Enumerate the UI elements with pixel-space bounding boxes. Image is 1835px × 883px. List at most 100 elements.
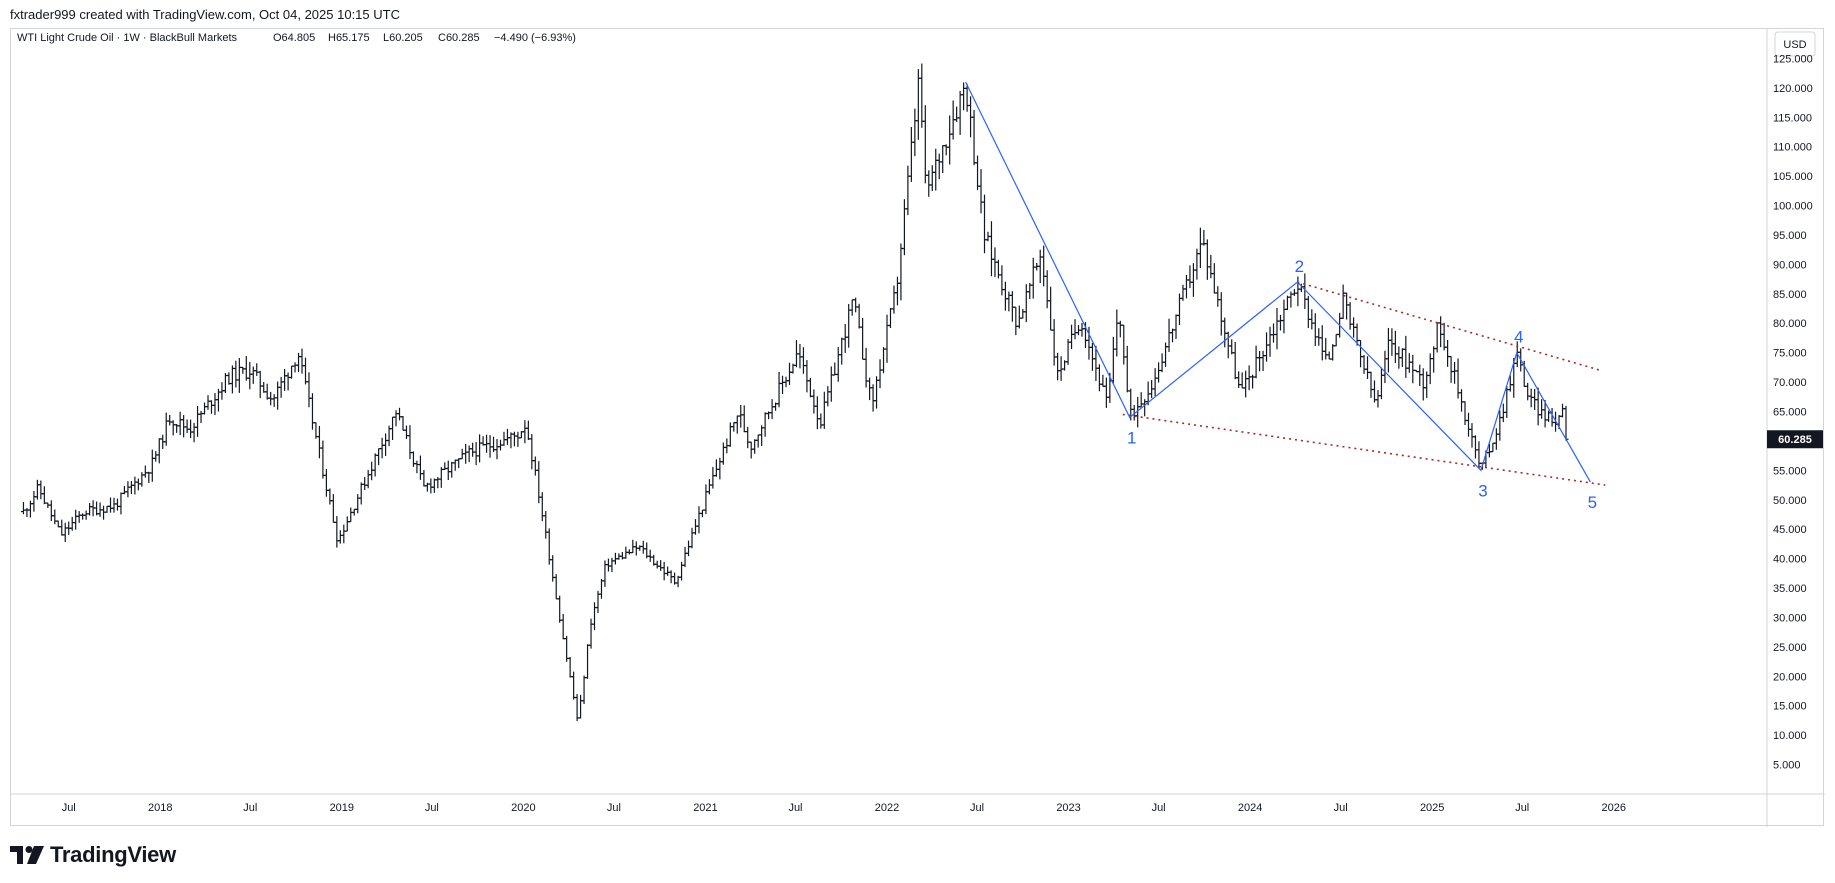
ohlc-bar — [494, 439, 500, 460]
ohlc-bar — [1490, 442, 1496, 453]
ohlc-bar — [285, 372, 291, 391]
ohlc-bar — [1260, 350, 1266, 372]
ohlc-bar — [428, 478, 434, 494]
ohlc-bar — [1041, 245, 1047, 287]
ohlc-bar — [41, 486, 47, 505]
ohlc-bar — [355, 494, 361, 514]
ohlc-bar — [282, 369, 288, 391]
ohlc-bar — [1410, 354, 1416, 384]
ohlc-bar — [445, 460, 451, 481]
ohlc-bar — [1434, 322, 1440, 353]
price-tick-label: 25.000 — [1773, 642, 1807, 654]
ohlc-bar — [1236, 371, 1242, 389]
legend-symbol[interactable]: WTI Light Crude Oil · 1W · BlackBull Mar… — [17, 32, 238, 44]
ohlc-bar — [1403, 335, 1409, 378]
ohlc-bar — [626, 549, 632, 555]
time-tick-label: 2018 — [148, 802, 172, 814]
ohlc-bar — [372, 453, 378, 477]
time-tick-label: 2021 — [693, 802, 717, 814]
ohlc-bar — [240, 366, 246, 374]
ohlc-bar — [24, 507, 30, 517]
ohlc-bar — [874, 376, 880, 409]
ohlc-bar — [908, 126, 914, 182]
ohlc-bar — [553, 574, 559, 600]
ohlc-bar — [438, 467, 444, 488]
ohlc-bar — [905, 165, 911, 216]
ohlc-bar — [477, 434, 483, 463]
ohlc-bar — [132, 476, 138, 495]
chart-frame: WTI Light Crude Oil · 1W · BlackBull Mar… — [10, 28, 1825, 827]
ohlc-bar — [456, 458, 462, 469]
currency-button[interactable] — [1774, 31, 1816, 57]
ohlc-bar — [73, 509, 79, 530]
ohlc-bar — [466, 445, 472, 463]
ohlc-bar — [525, 420, 531, 441]
ohlc-bar — [128, 480, 134, 494]
ohlc-bar — [125, 481, 131, 498]
ohlc-bar — [745, 426, 751, 449]
ohlc-bar — [574, 693, 580, 722]
ohlc-bar — [303, 357, 309, 385]
ohlc-bar — [731, 422, 737, 432]
ohlc-bar — [884, 314, 890, 363]
ohlc-bar — [814, 396, 820, 430]
ohlc-bar — [713, 459, 719, 477]
ohlc-bar — [1274, 307, 1280, 350]
ohlc-bar — [1347, 302, 1353, 330]
ohlc-bar — [184, 419, 190, 434]
ohlc-bar — [529, 434, 535, 470]
time-tick-label: 2020 — [511, 802, 535, 814]
time-tick-label: Jul — [970, 802, 984, 814]
ohlc-bar — [139, 472, 145, 487]
ohlc-bar — [52, 509, 58, 525]
ohlc-bar — [1323, 337, 1329, 360]
ohlc-bar — [410, 451, 416, 467]
ohlc-bar — [202, 402, 208, 415]
time-axis[interactable]: Jul 2018 Jul 2019 Jul 2020 Jul 2021 Jul 2022 Jul 20… — [11, 793, 1825, 814]
price-tick-label: 65.000 — [1773, 407, 1807, 419]
ohlc-bar — [585, 644, 591, 679]
ohlc-bar — [741, 405, 747, 433]
ohlc-bar — [1399, 348, 1405, 367]
ohlc-bar — [1173, 314, 1179, 339]
ohlc-bar — [658, 560, 664, 571]
tradingview-logo[interactable]: TradingView — [10, 842, 176, 868]
price-tick-label: 110.000 — [1773, 142, 1812, 154]
ohlc-bar — [1030, 257, 1036, 299]
ohlc-bar — [988, 221, 994, 277]
ohlc-bar — [1170, 328, 1176, 343]
price-axis[interactable]: USD 5.000 10.000 15.000 20.000 25.000 30.000 3… — [1766, 29, 1816, 827]
wave-label-1: 1 — [1127, 428, 1136, 447]
ohlc-bar — [62, 522, 68, 543]
price-tick-label: 35.000 — [1773, 583, 1807, 595]
ohlc-bar — [800, 347, 806, 374]
chart-credit: fxtrader999 created with TradingView.com… — [10, 7, 400, 22]
ohlc-bar — [1368, 371, 1374, 398]
currency-label[interactable]: USD — [1783, 39, 1806, 51]
ohlc-bar — [1138, 392, 1144, 408]
ohlc-bar — [901, 199, 907, 256]
ohlc-bar — [376, 447, 382, 466]
ohlc-bar — [1392, 330, 1398, 363]
ohlc-bar — [1055, 352, 1061, 381]
ohlc-bar — [226, 372, 232, 385]
ohlc-bar — [508, 432, 514, 449]
ohlc-bar — [292, 362, 298, 373]
ohlc-bar — [299, 348, 305, 374]
ohlc-bar — [832, 362, 838, 376]
legend-change: −4.490 (−6.93%) — [494, 32, 576, 44]
ohlc-bar — [1257, 351, 1263, 372]
ohlc-bar — [567, 657, 573, 678]
ohlc-bar — [205, 395, 211, 410]
price-tick-label: 55.000 — [1773, 465, 1807, 477]
ohlc-bar — [1340, 284, 1346, 319]
price-tick-label: 105.000 — [1773, 171, 1813, 183]
ohlc-bar — [309, 393, 315, 430]
ohlc-bar — [1476, 441, 1482, 469]
chart-svg[interactable]: WTI Light Crude Oil · 1W · BlackBull Mar… — [11, 29, 1825, 827]
ohlc-bar — [1218, 292, 1224, 336]
ohlc-bar — [1072, 319, 1078, 340]
price-tick-label: 115.000 — [1773, 112, 1812, 124]
ohlc-bar — [532, 456, 538, 476]
ohlc-bar — [588, 618, 594, 649]
